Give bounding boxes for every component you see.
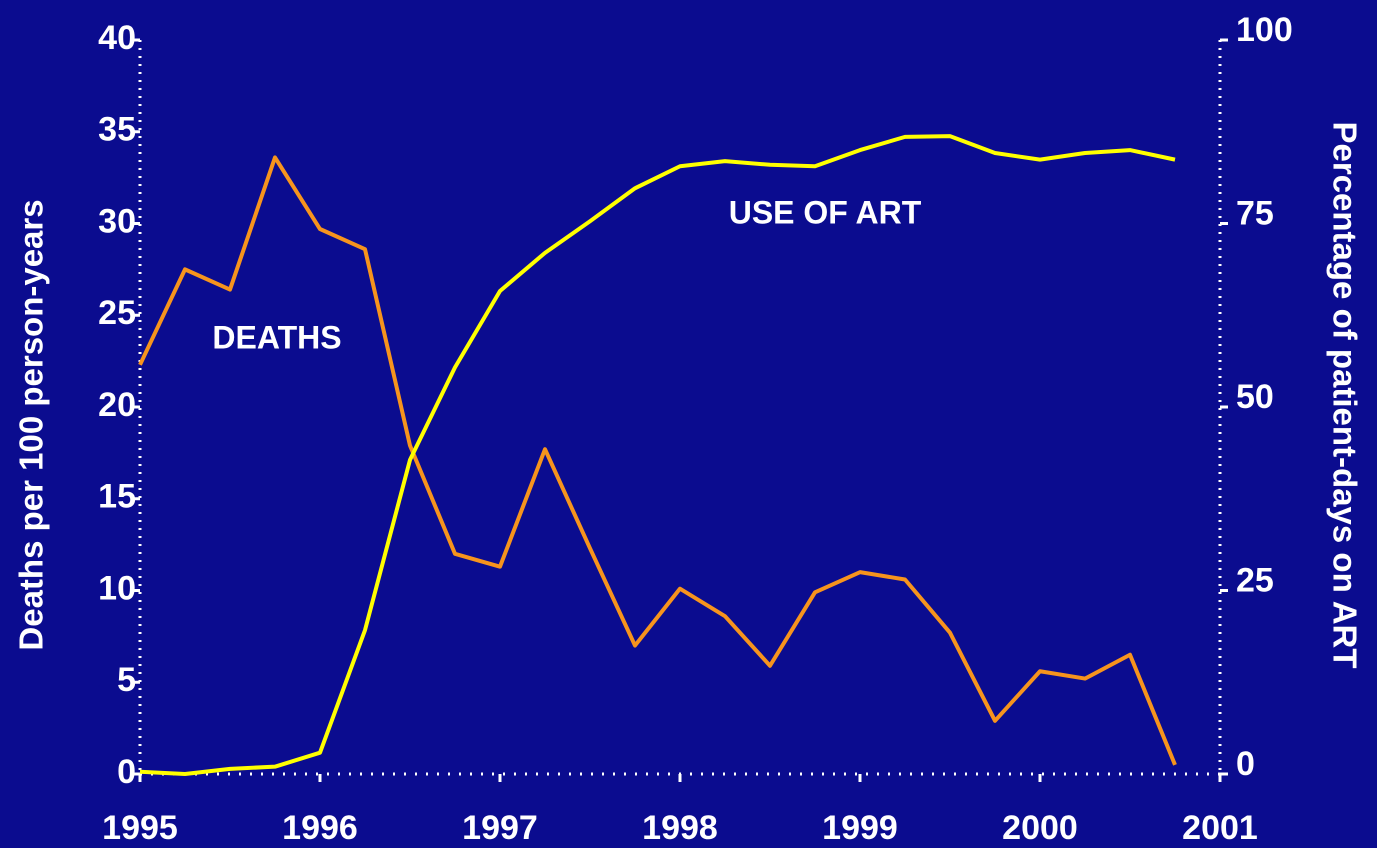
y-tick-label: 15 <box>98 478 136 516</box>
y2-tick-label: 25 <box>1236 561 1274 599</box>
y2-tick-label: 75 <box>1236 194 1274 232</box>
x-tick-label: 2001 <box>1182 809 1258 847</box>
y-tick-label: 0 <box>117 753 136 791</box>
y-tick-label: 35 <box>98 111 136 149</box>
y2-tick-label: 100 <box>1236 11 1293 49</box>
y2-axis-title: Percentage of patient-days on ART <box>1326 121 1363 668</box>
x-tick-label: 1996 <box>282 809 358 847</box>
y-tick-label: 25 <box>98 294 136 332</box>
y-tick-label: 5 <box>117 661 136 699</box>
y-tick-label: 40 <box>98 19 136 57</box>
y-tick-label: 10 <box>98 569 136 607</box>
x-tick-label: 1995 <box>102 809 178 847</box>
y-tick-label: 30 <box>98 202 136 240</box>
y-tick-label: 20 <box>98 386 136 424</box>
y2-tick-label: 0 <box>1236 745 1255 783</box>
series-line <box>138 155 1177 766</box>
y-axis-title: Deaths per 100 person-years <box>13 199 50 650</box>
x-tick-label: 2000 <box>1002 809 1078 847</box>
series-annotation: USE OF ART <box>729 194 922 230</box>
x-tick-label: 1998 <box>642 809 718 847</box>
y2-tick-label: 50 <box>1236 378 1274 416</box>
series-annotation: DEATHS <box>212 319 341 355</box>
x-tick-label: 1999 <box>822 809 898 847</box>
x-tick-label: 1997 <box>462 809 538 847</box>
series-line <box>139 134 1176 776</box>
